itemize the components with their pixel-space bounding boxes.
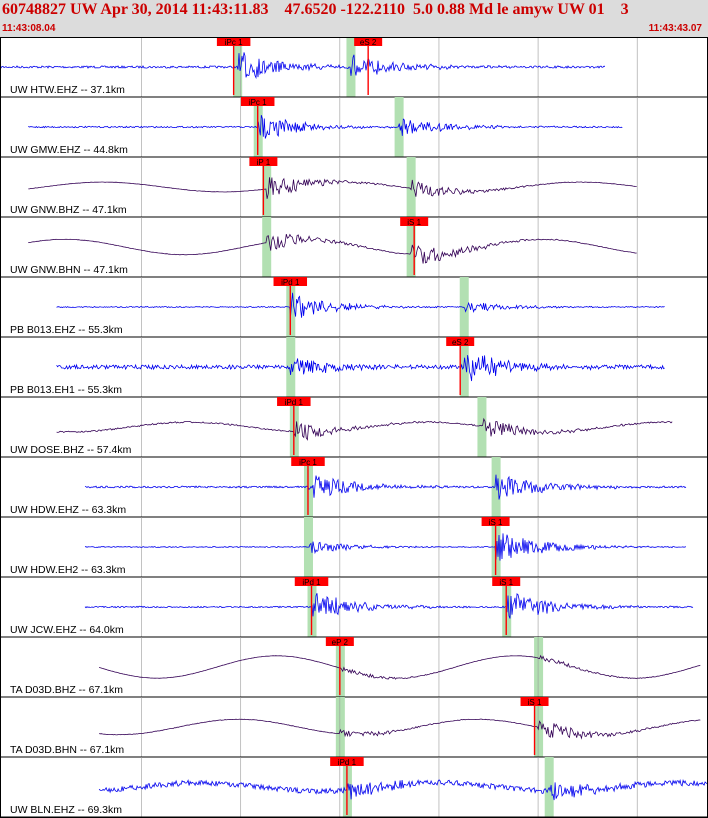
seismogram-panel[interactable]: iPc 1 eS 2 UW HTW.EHZ -- 37.1km iPc 1 UW GMW… [0,37,708,818]
trace-row: iPd 1 iS 1 UW JCW.EHZ -- 64.0km [0,577,708,638]
station-label: UW HTW.EHZ -- 37.1km [10,84,125,96]
waveform-trace [98,779,708,801]
pick-label: iPd 1 [281,278,300,287]
trace-row: iPc 1 UW GMW.EHZ -- 44.8km [0,97,708,158]
window-end-time: 11:43:43.07 [648,23,702,34]
pick-flag [325,637,354,646]
waveform-trace [56,355,665,382]
phase-window [346,37,356,97]
pick-flag [492,577,521,586]
pick-flag [273,277,308,286]
station-label: UW GNW.BHZ -- 47.1km [10,204,127,216]
pick-flag [216,37,251,46]
waveform-trace [84,474,687,500]
waveform-trace [56,292,665,318]
window-start-time: 11:43:08.04 [2,23,56,34]
pick-flag [240,97,275,106]
pick-label: iPc 1 [249,98,267,107]
phase-window [459,337,469,397]
pick-label: eS 2 [452,338,469,347]
phase-window [335,697,345,757]
pick-flag [481,517,510,526]
pick-flag [400,217,429,226]
waveform-trace [56,417,673,441]
phase-window [406,217,416,277]
trace-row: iPd 1 PB B013.EHZ -- 55.3km [0,277,708,338]
waveform-trace [0,52,606,80]
pick-label: iS 1 [489,518,503,527]
waveform-trace [99,718,701,740]
waveform-trace [98,654,701,680]
trace-row: iP 1 UW GNW.BHZ -- 47.1km [0,157,708,218]
pick-label: eP 2 [332,638,349,647]
phase-window [233,37,243,97]
trace-row: eP 2 TA D03D.BHZ -- 67.1km [0,637,708,698]
pick-flag [277,397,311,406]
pick-label: iPd 1 [285,398,304,407]
trace-row: iS 1 UW GNW.BHN -- 47.1km [0,217,708,278]
station-label: UW GNW.BHN -- 47.1km [10,264,128,276]
trace-row: eS 2 PB B013.EH1 -- 55.3km [0,337,708,398]
pick-label: iPd 1 [338,758,357,767]
pick-flag [330,757,364,766]
station-label: UW JCW.EHZ -- 64.0km [10,624,124,636]
pick-label: iPd 1 [302,578,321,587]
phase-window [459,277,469,337]
station-label: UW HDW.EHZ -- 63.3km [10,504,126,516]
station-label: PB B013.EH1 -- 55.3km [10,384,122,396]
station-label: UW GMW.EHZ -- 44.8km [10,144,128,156]
station-label: PB B013.EHZ -- 55.3km [10,324,123,336]
station-label: UW BLN.EHZ -- 69.3km [10,804,122,816]
event-header: 60748827 UW Apr 30, 2014 11:43:11.83 47.… [0,0,708,37]
pick-label: iPc 1 [225,38,243,47]
phase-window [262,217,272,277]
waveform-trace [84,533,687,561]
waveform-trace [84,593,694,619]
pick-label: iS 1 [407,218,421,227]
station-label: TA D03D.BHN -- 67.1km [10,744,124,756]
phase-window [534,637,544,697]
phase-window [477,397,487,457]
station-label: UW DOSE.BHZ -- 57.4km [10,444,132,456]
phase-window [262,157,272,217]
trace-row: iPc 1 eS 2 UW HTW.EHZ -- 37.1km [0,37,708,98]
trace-row: iPd 1 UW DOSE.BHZ -- 57.4km [0,397,708,458]
pick-label: iS 1 [528,698,542,707]
waveform-trace [28,177,637,199]
phase-window [286,337,296,397]
waveform-trace [28,114,623,139]
pick-flag [446,337,475,346]
trace-row: iS 1 TA D03D.BHN -- 67.1km [0,697,708,758]
trace-row: iS 1 UW HDW.EH2 -- 63.3km [0,517,708,578]
phase-window [491,457,501,517]
event-summary: 60748827 UW Apr 30, 2014 11:43:11.83 47.… [2,1,629,18]
trace-row: iPc 1 UW HDW.EHZ -- 63.3km [0,457,708,518]
station-label: UW HDW.EH2 -- 63.3km [10,564,126,576]
pick-flag [294,577,329,586]
station-label: TA D03D.BHZ -- 67.1km [10,684,123,696]
pick-label: iP 1 [257,158,271,167]
pick-label: iS 1 [499,578,513,587]
pick-flag [291,457,325,466]
pick-flag [354,37,383,46]
pick-label: eS 2 [360,38,377,47]
waveform-trace [28,233,637,264]
trace-row: iPd 1 UW BLN.EHZ -- 69.3km [0,757,708,818]
pick-flag [249,157,278,166]
pick-flag [520,697,549,706]
pick-label: iPc 1 [299,458,317,467]
phase-window [394,97,404,157]
